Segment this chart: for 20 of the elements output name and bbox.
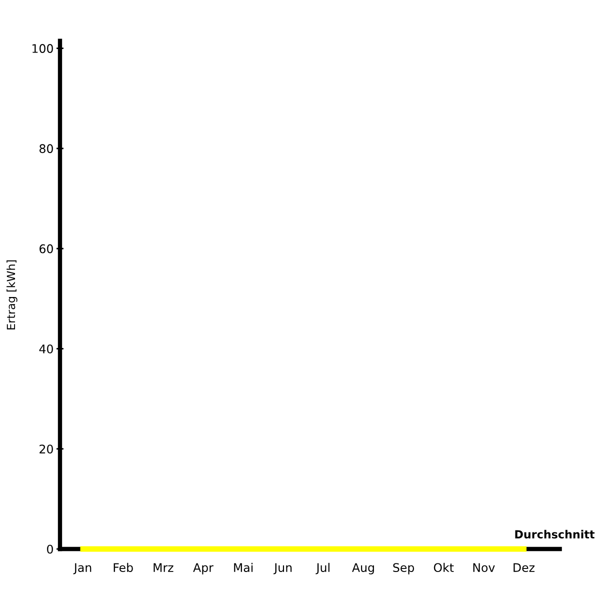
x-tick-label: Mai [234, 562, 253, 572]
x-tick-label: Jan [73, 563, 92, 574]
y-tick-label: 100 [32, 44, 53, 53]
x-tick-label: Apr [193, 563, 214, 574]
x-tick-label: Dez [514, 563, 535, 572]
x-tick-label: Mrz [154, 563, 174, 572]
x-tick-label: Okt [434, 562, 454, 572]
y-tick-label: 60 [40, 244, 53, 254]
y-tick-label: 80 [40, 144, 53, 154]
x-tick-label: Feb [114, 562, 133, 572]
x-tick-label: Nov [473, 563, 495, 572]
x-tick-label: Jul [316, 562, 330, 574]
y-axis-title: Ertrag [kWh] [6, 260, 18, 330]
y-tick-label: 40 [39, 344, 53, 354]
y-tick-label: 0 [47, 544, 53, 554]
x-tick-label: Aug [352, 563, 374, 574]
series-label: Durchschnitt [515, 530, 595, 539]
y-tick-label: 20 [40, 444, 53, 454]
x-tick-label: Jun [274, 563, 292, 574]
x-tick-label: Sep [393, 563, 414, 574]
